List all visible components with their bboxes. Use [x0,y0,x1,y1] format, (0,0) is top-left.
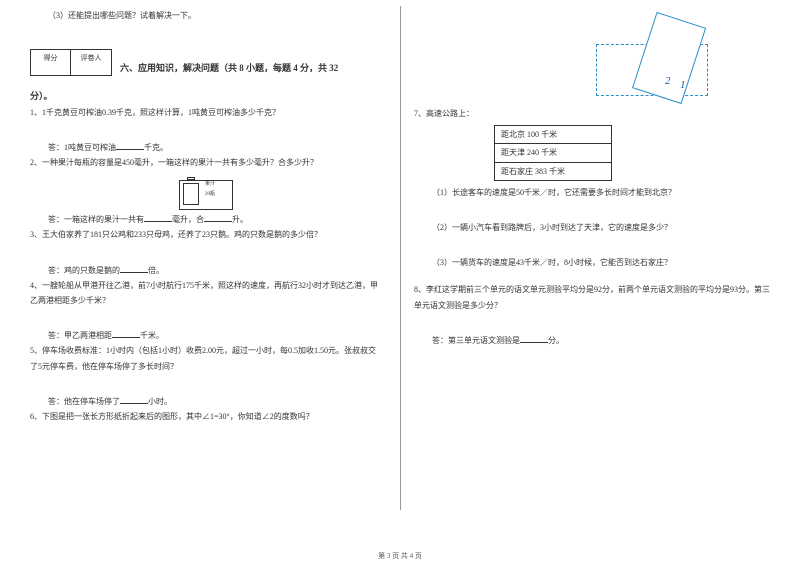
a3-pre: 答：鸡的只数是鹅的 [48,266,120,275]
a2-mid: 毫升，合 [172,215,204,224]
a2-post: 升。 [232,215,248,224]
a4-post: 千米。 [140,331,164,340]
angle-figure: 1 2 [594,8,714,98]
a3-post: 倍。 [148,266,164,275]
juice-figure: 果汁 20瓶 [179,172,233,210]
q4: 4、一艘轮船从甲港开往乙港，前7小时航行175千米，照这样的速度，再航行32小时… [30,278,382,308]
a3: 答：鸡的只数是鹅的 倍。 [48,263,382,278]
blank [120,394,148,404]
a4-pre: 答：甲乙两港相距 [48,331,112,340]
angle-2-label: 2 [665,71,671,92]
juice-cap [187,177,195,180]
q-prev-3: （3）还能提出哪些问题？试着解决一下。 [48,8,382,23]
blank [112,328,140,338]
score-box: 得分 评卷人 [30,49,112,76]
section-6-title: 六、应用知识，解决问题（共 8 小题，每题 4 分，共 32 [120,60,382,77]
a2-pre: 答：一箱这样的果汁一共有 [48,215,144,224]
blank [120,263,148,273]
q7: 7、高速公路上： [414,106,770,121]
a8: 答：第三单元语文测验是 分。 [432,333,770,348]
grader-label: 评卷人 [71,50,111,75]
left-column: （3）还能提出哪些问题？试着解决一下。 得分 评卷人 六、应用知识，解决问题（共… [0,0,400,540]
q5: 5、停车场收费标准：1小时内（包括1小时）收费2.00元，超过一小时，每0.5加… [30,343,382,373]
column-divider [400,6,401,510]
q7-2: （2）一辆小汽车看到路牌后，3小时到达了天津，它的速度是多少？ [432,220,770,235]
q3b: 3、王大伯家养了181只公鸡和233只母鸡，还养了23只鹅。鸡的只数是鹅的多少倍… [30,227,382,242]
juice-label-2: 20瓶 [205,190,215,200]
a1-post: 千克。 [144,143,168,152]
sign-row-3: 距石家庄 383 千米 [495,163,611,180]
a5-pre: 答：他在停车场停了 [48,397,120,406]
juice-bottle [183,183,199,205]
a2: 答：一箱这样的果汁一共有 毫升，合 升。 [48,212,382,227]
juice-label-1: 果汁 [205,180,215,190]
blank [116,140,144,150]
road-sign: 距北京 100 千米 距天津 240 千米 距石家庄 383 千米 [494,125,612,181]
q1: 1、1千克黄豆可榨油0.39千克，照这样计算，1吨黄豆可榨油多少千克？ [30,105,382,120]
angle-1-label: 1 [680,75,686,96]
blank [520,333,548,343]
a5: 答：他在停车场停了 小时。 [48,394,382,409]
q7-1: （1）长途客车的速度是50千米／时，它还需要多长时间才能到北京？ [432,185,770,200]
a8-post: 分。 [548,336,564,345]
a1-pre: 答：1吨黄豆可榨油 [48,143,116,152]
q7-3: （3）一辆货车的速度是43千米／时，8小时候，它能否到达石家庄？ [432,255,770,270]
blank [204,212,232,222]
score-label: 得分 [31,50,71,75]
section-6-title-end: 分）。 [30,88,382,105]
sign-row-1: 距北京 100 千米 [495,126,611,144]
a5-post: 小时。 [148,397,172,406]
q8: 8、李红这学期前三个单元的语文单元测验平均分是92分，前两个单元语文测验的平均分… [414,282,770,312]
page-footer: 第 3 页 共 4 页 [0,551,800,561]
q6: 6、下图是把一张长方形纸折起来后的图形，其中∠1=30°，你知道∠2的度数吗？ [30,409,382,424]
a4: 答：甲乙两港相距 千米。 [48,328,382,343]
q2: 2、一种果汁每瓶的容量是450毫升，一箱这样的果汁一共有多少毫升？合多少升？ [30,155,382,170]
blank [144,212,172,222]
a1: 答：1吨黄豆可榨油 千克。 [48,140,382,155]
right-column: 1 2 7、高速公路上： 距北京 100 千米 距天津 240 千米 距石家庄 … [400,0,800,540]
sign-row-2: 距天津 240 千米 [495,144,611,162]
a8-pre: 答：第三单元语文测验是 [432,336,520,345]
